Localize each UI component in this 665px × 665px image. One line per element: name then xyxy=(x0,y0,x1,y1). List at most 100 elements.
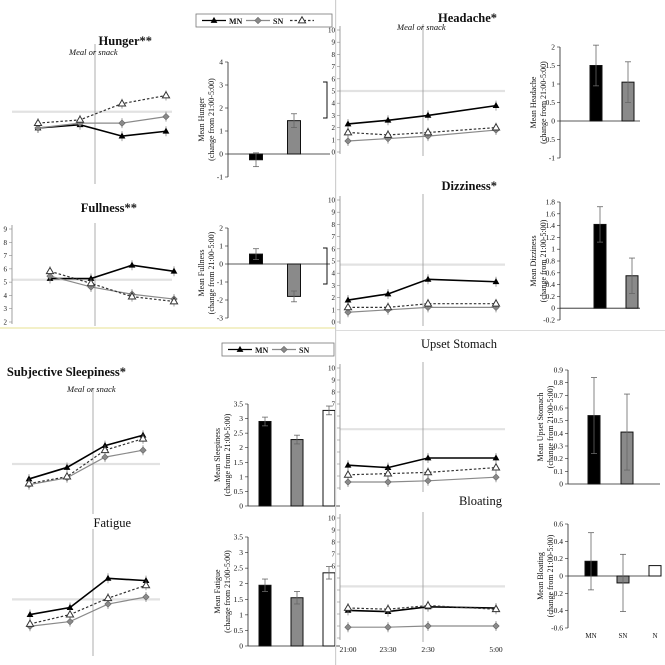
hunger_bar-bar-chart: -1 0 1 2 3 4 Mean Hunger(change from 21:00-5:0… xyxy=(197,58,330,182)
section-divider xyxy=(335,0,337,665)
x-tick-label: MN xyxy=(585,632,596,640)
chart-title: Upset Stomach xyxy=(421,337,498,351)
y-tick-label: 3 xyxy=(219,81,223,90)
y-tick-label: -0.2 xyxy=(543,316,555,325)
bar xyxy=(322,409,336,507)
data-point xyxy=(344,478,352,486)
y-tick-label: 5 xyxy=(4,279,8,287)
legend-marker xyxy=(236,345,244,352)
y-tick-label: 0.1 xyxy=(554,467,564,476)
y-tick-label: 9 xyxy=(332,39,336,47)
data-point xyxy=(384,116,392,123)
data-point xyxy=(139,446,147,454)
y-tick-label: 0 xyxy=(551,117,555,126)
y-tick-label: 9 xyxy=(4,226,8,234)
x-tick-label: N xyxy=(652,632,657,640)
data-point xyxy=(62,471,72,480)
y-tick-label: 10 xyxy=(328,365,336,373)
y-tick-label: 5 xyxy=(332,258,336,266)
data-point xyxy=(138,433,148,442)
y-tick-label: 2 xyxy=(4,319,8,327)
y-tick-label: 1 xyxy=(219,242,223,251)
section-divider xyxy=(0,327,336,329)
series-line-SN xyxy=(28,449,144,486)
y-axis-label-line: (change from 21:00-5:00) xyxy=(223,550,232,633)
data-point xyxy=(344,461,352,468)
data-point xyxy=(344,120,352,127)
y-tick-label: 0.6 xyxy=(554,404,564,413)
y-tick-label: 0.5 xyxy=(546,98,556,107)
dizziness_bar-bar-chart: -0.2 0 0.2 0.4 0.6 0.8 1 1.2 1.4 1.6 1.8 Mean Dizzi… xyxy=(529,198,640,325)
y-tick-label: 5 xyxy=(332,88,336,96)
bar xyxy=(648,565,662,577)
series-line-MN xyxy=(37,123,167,137)
data-point xyxy=(423,600,433,609)
data-point xyxy=(383,302,393,311)
y-tick-label: 0.5 xyxy=(234,626,244,635)
legend-label: SN xyxy=(299,346,309,355)
chart-title: Bloating xyxy=(459,494,503,508)
legend-label: MN xyxy=(255,346,269,355)
chart-title: Subjective Sleepiness* xyxy=(7,365,126,379)
y-tick-label: 0.2 xyxy=(554,554,564,563)
data-point xyxy=(66,617,74,626)
y-tick-label: 0.6 xyxy=(554,520,564,529)
y-tick-label: 3 xyxy=(332,282,336,290)
data-point xyxy=(101,442,109,448)
y-tick-label: 8 xyxy=(332,539,336,547)
legend-top: MN SN xyxy=(195,13,333,28)
hunger-line-chart: Hunger**Meal or snack xyxy=(12,34,172,184)
legend-mid: MN SN xyxy=(221,342,335,357)
y-tick-label: 0 xyxy=(559,572,563,581)
meal-label: Meal or snack xyxy=(66,384,116,394)
y-axis-label: Mean Fullness(change from 21:00-5:00) xyxy=(197,231,216,314)
legend-marker xyxy=(297,15,307,24)
series-line-MN xyxy=(28,434,144,480)
legend-marker xyxy=(210,16,218,23)
data-point xyxy=(491,604,501,613)
x-tick-label: SN xyxy=(619,632,628,640)
y-tick-label: 2 xyxy=(219,224,223,233)
y-axis-label: Mean Hunger(change from 21:00-5:00) xyxy=(197,78,216,161)
series-line-MN xyxy=(347,457,496,469)
y-tick-label: 2 xyxy=(551,43,555,52)
y-tick-label: 7 xyxy=(332,63,336,71)
data-point xyxy=(491,122,501,131)
data-point xyxy=(343,470,353,478)
meal-label: Meal or snack xyxy=(68,47,118,57)
y-tick-label: 10 xyxy=(328,515,336,523)
data-point xyxy=(118,132,126,139)
data-point xyxy=(104,600,112,608)
data-point xyxy=(24,478,34,487)
y-tick-label: 2 xyxy=(239,443,243,452)
meal-label: Meal or snack xyxy=(396,22,446,32)
chart-title: Hunger** xyxy=(99,34,152,48)
data-point xyxy=(344,623,352,631)
y-axis-label-line: (change from 21:00-5:00) xyxy=(546,534,555,617)
bar xyxy=(258,584,272,647)
data-point xyxy=(142,593,150,601)
bar xyxy=(322,572,336,647)
y-tick-label: 10 xyxy=(328,197,336,205)
data-point xyxy=(423,127,433,136)
x-tick-label: 5:00 xyxy=(489,645,503,654)
series-line-unnamed xyxy=(348,303,496,308)
y-tick-label: 1 xyxy=(239,610,243,619)
series-line-SN xyxy=(347,129,497,142)
y-tick-label: 6 xyxy=(332,245,336,253)
y-tick-label: 7 xyxy=(332,233,336,241)
y-tick-label: 2 xyxy=(332,124,336,132)
y-axis-label-line: (change from 21:00-5:00) xyxy=(207,231,216,314)
y-axis-label-line: (change from 21:00-5:00) xyxy=(223,413,232,496)
series-line-unnamed xyxy=(347,604,497,610)
y-axis-label: Mean Sleepiness(change from 21:00-5:00) xyxy=(213,413,232,496)
data-point xyxy=(161,90,171,99)
y-tick-label: -0.5 xyxy=(543,135,555,144)
data-point xyxy=(424,477,432,485)
data-point xyxy=(491,298,501,307)
y-tick-label: 6 xyxy=(4,265,8,273)
y-axis-label-line: Mean Upset Stomach xyxy=(536,393,545,462)
y-tick-label: 1.5 xyxy=(234,595,244,604)
series-line-MN xyxy=(29,577,147,616)
